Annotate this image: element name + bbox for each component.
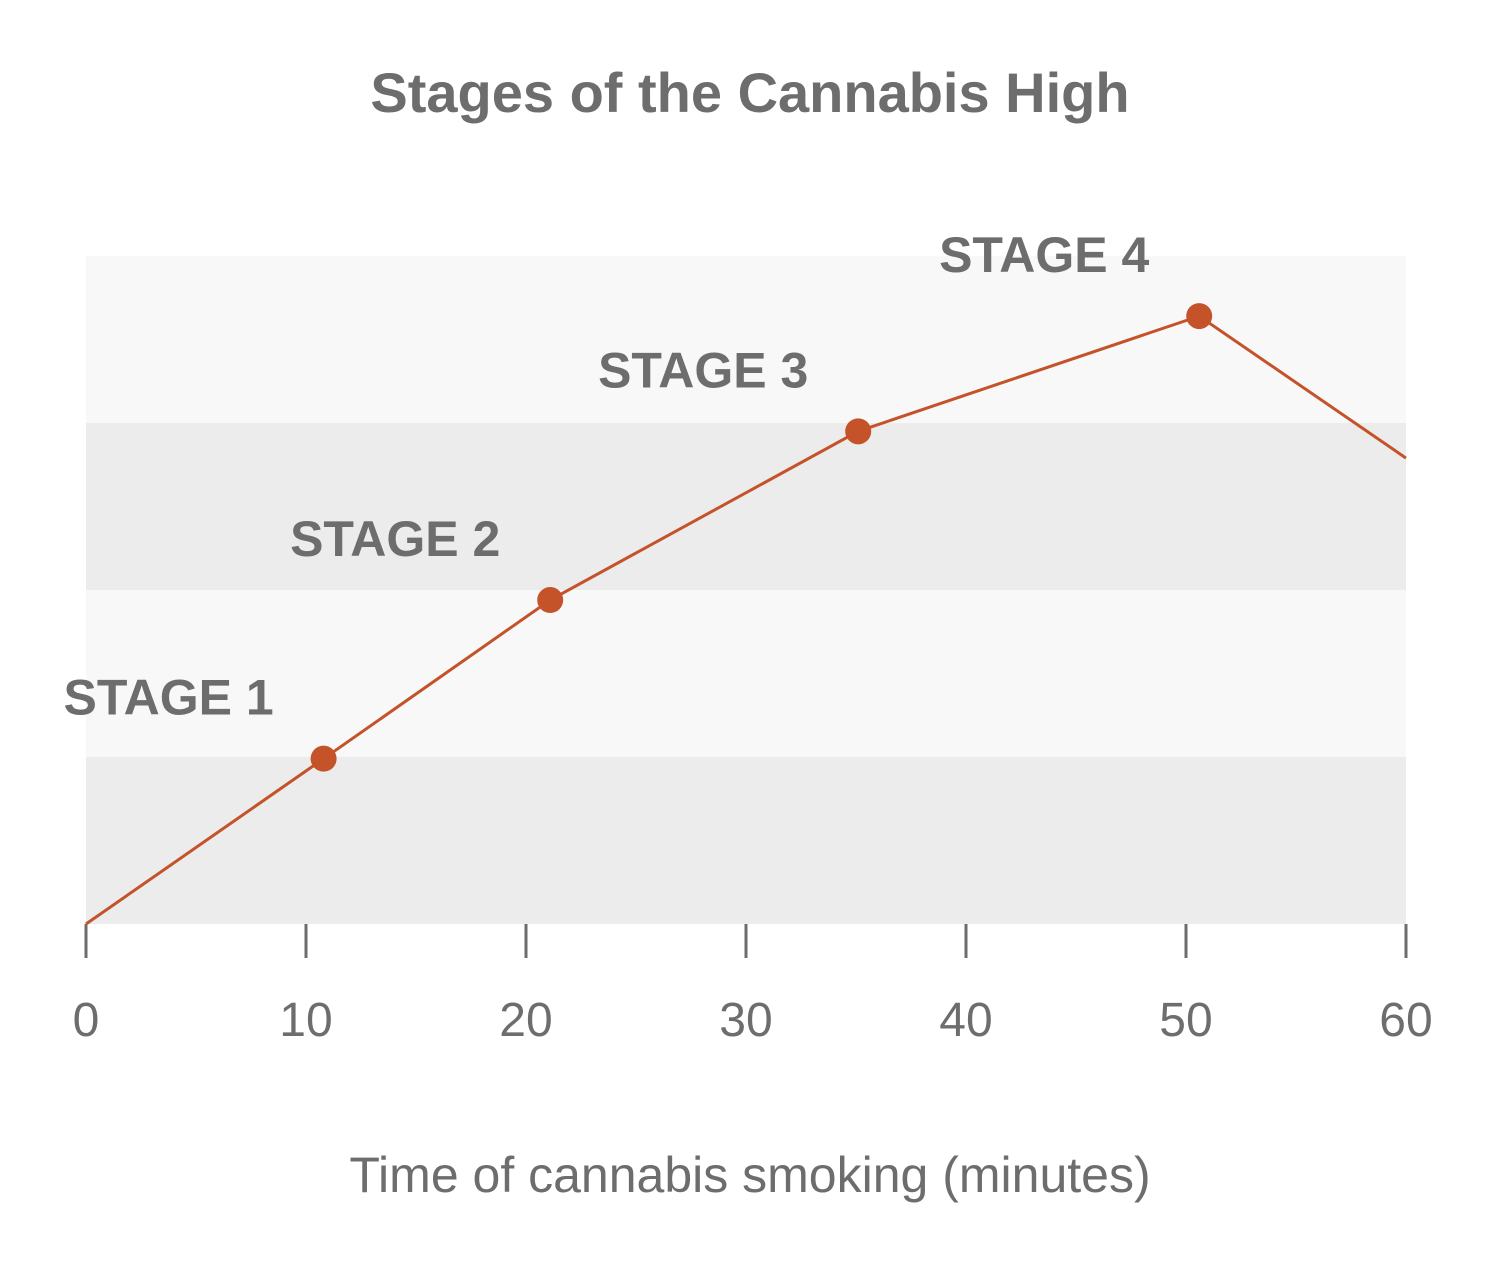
x-tick-label: 30 — [719, 994, 772, 1047]
band-4 — [86, 256, 1406, 423]
x-tick-label: 60 — [1379, 994, 1432, 1047]
x-tick-label: 50 — [1159, 994, 1212, 1047]
chart-title: Stages of the Cannabis High — [370, 61, 1129, 124]
x-tick-label: 20 — [499, 994, 552, 1047]
stage-marker — [1186, 303, 1213, 330]
stage-label: STAGE 1 — [63, 670, 273, 726]
band-3 — [86, 423, 1406, 590]
x-axis-title: Time of cannabis smoking (minutes) — [349, 1147, 1150, 1203]
series-line — [85, 314, 1407, 926]
x-tick-label: 40 — [939, 994, 992, 1047]
x-tick-label: 0 — [73, 994, 100, 1047]
stage-markers — [310, 303, 1213, 772]
stage-marker — [537, 587, 564, 614]
x-tick-label: 10 — [279, 994, 332, 1047]
band-1 — [86, 757, 1406, 924]
stage-label: STAGE 2 — [290, 511, 500, 567]
plot-background-bands — [86, 256, 1406, 924]
stage-marker — [310, 745, 337, 772]
x-axis-ticks — [84, 924, 1408, 958]
stage-label: STAGE 4 — [939, 227, 1149, 283]
stage-labels: STAGE 1 STAGE 2 STAGE 3 STAGE 4 — [63, 227, 1149, 726]
x-axis-tick-labels: 0 10 20 30 40 50 60 — [73, 994, 1433, 1047]
stage-label: STAGE 3 — [598, 342, 808, 398]
stage-marker — [845, 418, 872, 445]
band-2 — [86, 590, 1406, 757]
